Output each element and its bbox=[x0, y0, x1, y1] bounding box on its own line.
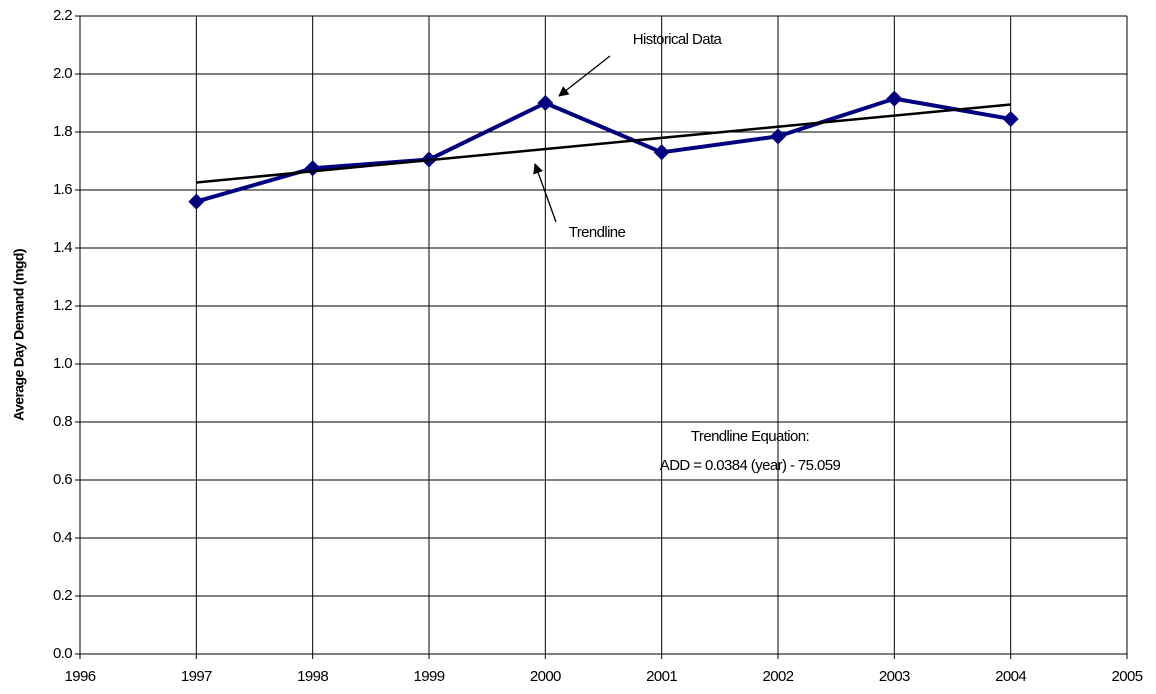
y-tick-label: 0.0 bbox=[53, 645, 72, 662]
y-tick-label: 0.6 bbox=[53, 471, 72, 488]
y-tick-label: 1.8 bbox=[53, 123, 72, 140]
marker bbox=[770, 128, 786, 145]
y-axis-label: Average Day Demand (mgd) bbox=[11, 249, 27, 421]
x-tick-label: 2005 bbox=[1112, 668, 1143, 685]
marker bbox=[886, 90, 903, 107]
x-tick-label: 2004 bbox=[995, 668, 1026, 685]
marker bbox=[304, 160, 321, 177]
x-tick-label: 1999 bbox=[414, 668, 445, 685]
x-tick-label: 1996 bbox=[65, 668, 96, 685]
y-tick-label: 2.0 bbox=[53, 65, 72, 82]
x-tick-label: 2002 bbox=[763, 668, 794, 685]
x-tick-label: 2001 bbox=[646, 668, 677, 685]
y-tick-label: 1.4 bbox=[53, 239, 72, 256]
y-tick-label: 0.8 bbox=[53, 413, 72, 430]
annotation: Trendline bbox=[569, 224, 626, 241]
y-tick-label: 1.2 bbox=[53, 297, 72, 314]
x-tick-label: 1997 bbox=[181, 668, 212, 685]
y-tick-label: 2.2 bbox=[53, 7, 72, 24]
marker bbox=[653, 144, 670, 161]
marker bbox=[188, 193, 205, 210]
marker bbox=[537, 95, 554, 111]
marker bbox=[1002, 110, 1019, 127]
annotation: Trendline Equation: bbox=[691, 428, 809, 445]
x-tick-label: 1998 bbox=[297, 668, 328, 685]
annotation: Historical Data bbox=[633, 31, 723, 48]
series-line bbox=[196, 103, 1011, 184]
y-tick-label: 1.0 bbox=[53, 355, 72, 372]
y-tick-label: 0.4 bbox=[53, 529, 72, 546]
annotation: ADD = 0.0384 (year) - 75.059 bbox=[660, 457, 841, 474]
x-tick-label: 2000 bbox=[530, 668, 561, 685]
y-tick-label: 0.2 bbox=[53, 587, 72, 604]
arrow bbox=[558, 55, 611, 97]
series-line bbox=[195, 96, 1012, 204]
x-tick-label: 2003 bbox=[879, 668, 910, 685]
y-tick-label: 1.6 bbox=[53, 181, 72, 198]
